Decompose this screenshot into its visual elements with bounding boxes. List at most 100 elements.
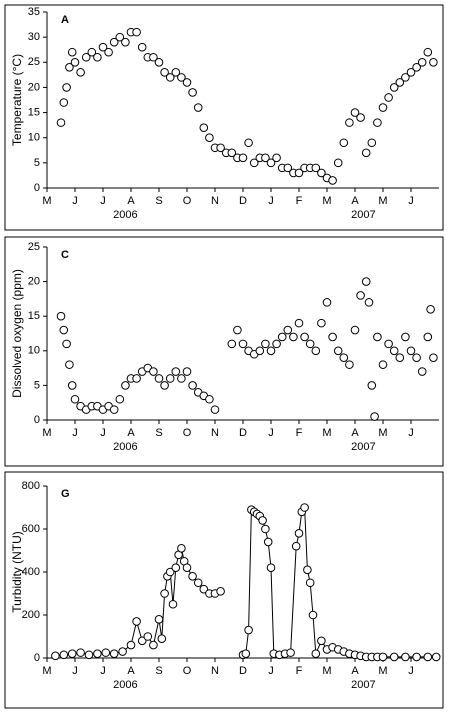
data-point	[311, 346, 321, 356]
x-tick-label: F	[296, 195, 303, 207]
x-tick-label: M	[322, 195, 331, 207]
data-point	[317, 636, 326, 646]
data-point	[51, 651, 60, 661]
y-tick-label: 25	[28, 56, 40, 68]
x-tick-label: M	[378, 195, 387, 207]
data-point	[277, 332, 287, 342]
data-point	[216, 143, 225, 153]
year-label: 2007	[351, 679, 375, 691]
y-tick-label: 0	[34, 414, 40, 426]
data-point	[210, 405, 220, 414]
data-point	[70, 394, 80, 404]
data-point	[56, 311, 66, 321]
data-point	[266, 158, 276, 168]
x-tick-label: F	[296, 665, 303, 677]
y-tick-label: 600	[22, 523, 40, 535]
data-point	[272, 339, 281, 349]
year-label: 2006	[113, 441, 137, 453]
data-point	[205, 394, 214, 404]
data-point	[154, 57, 164, 67]
panel-frame	[4, 471, 444, 709]
data-point	[115, 394, 125, 404]
x-tick-label: A	[127, 665, 135, 677]
y-tick-label: 0	[34, 652, 40, 664]
data-point	[356, 113, 365, 122]
y-tick-label: 35	[28, 6, 40, 18]
data-point	[345, 118, 354, 127]
data-point	[132, 374, 141, 383]
data-point	[378, 360, 388, 369]
data-point	[165, 567, 175, 577]
data-point	[227, 339, 237, 349]
data-point	[216, 587, 225, 596]
data-point	[115, 32, 125, 42]
data-point	[241, 649, 251, 659]
data-point	[165, 374, 175, 383]
data-line	[242, 505, 437, 658]
data-point	[317, 168, 326, 178]
data-point	[154, 615, 164, 624]
data-point	[182, 563, 192, 573]
data-point	[149, 367, 158, 376]
data-point	[76, 68, 85, 77]
x-tick-label: J	[268, 427, 274, 439]
x-tick-label: A	[127, 195, 135, 207]
data-point	[261, 153, 270, 163]
data-point	[294, 168, 304, 178]
x-tick-label: J	[72, 195, 78, 207]
x-tick-label: A	[127, 427, 135, 439]
data-point	[65, 360, 74, 369]
data-point	[199, 584, 209, 594]
data-point	[238, 339, 248, 349]
x-tick-label: N	[211, 427, 219, 439]
y-tick-label: 5	[34, 379, 40, 391]
data-point	[233, 325, 242, 335]
data-point	[286, 648, 295, 657]
data-point	[101, 648, 111, 657]
data-point	[177, 374, 186, 383]
data-point	[160, 589, 169, 598]
data-point	[238, 153, 248, 163]
data-point	[406, 346, 416, 356]
y-tick-label: 200	[22, 609, 40, 621]
data-point	[345, 360, 354, 369]
data-point	[62, 83, 71, 92]
y-tick-label: 20	[28, 81, 40, 93]
data-point	[188, 88, 197, 97]
data-point	[367, 138, 377, 148]
x-tick-label: D	[239, 665, 247, 677]
data-point	[261, 339, 270, 349]
data-point	[67, 649, 77, 659]
data-point	[70, 57, 80, 67]
panel-label: A	[61, 14, 69, 26]
data-point	[160, 68, 169, 77]
data-point	[143, 632, 153, 641]
data-point	[157, 634, 167, 643]
data-point	[289, 332, 298, 342]
y-tick-label: 800	[22, 480, 40, 492]
x-tick-label: J	[72, 427, 78, 439]
data-point	[255, 346, 265, 356]
x-tick-label: D	[239, 195, 247, 207]
data-point	[401, 332, 410, 342]
data-point	[378, 103, 388, 112]
data-point	[171, 563, 181, 573]
data-point	[149, 52, 158, 62]
data-point	[65, 63, 74, 72]
data-point	[93, 52, 102, 62]
data-point	[165, 73, 175, 82]
data-point	[76, 648, 85, 657]
data-point	[118, 647, 127, 656]
data-point	[258, 516, 267, 525]
data-point	[367, 381, 377, 390]
data-point	[126, 640, 136, 650]
x-tick-label: M	[378, 665, 387, 677]
data-point	[356, 291, 365, 300]
data-point	[373, 332, 382, 342]
year-label: 2007	[351, 209, 375, 221]
data-line	[55, 546, 221, 657]
data-point	[137, 636, 147, 646]
data-point	[426, 304, 435, 314]
data-point	[423, 332, 433, 342]
data-point	[401, 652, 410, 662]
